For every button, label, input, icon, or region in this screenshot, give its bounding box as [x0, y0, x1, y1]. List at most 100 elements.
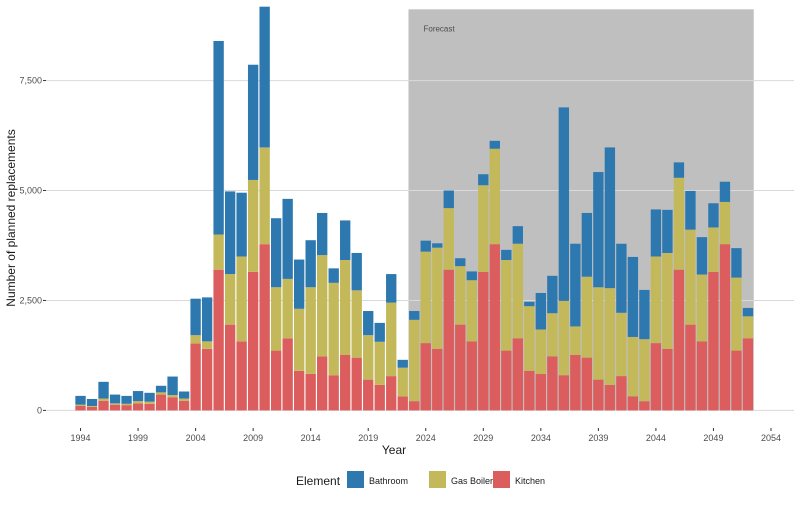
- bar-bathroom: [593, 172, 604, 288]
- bar-kitchen: [374, 384, 385, 411]
- bar-kitchen: [639, 401, 650, 411]
- bar-gas-boiler: [247, 179, 259, 272]
- bar-bathroom: [109, 394, 121, 404]
- bar-gas-boiler: [109, 403, 121, 405]
- y-tick-label: 2,500: [19, 295, 42, 305]
- x-tick-label: 2024: [416, 433, 436, 443]
- bar-kitchen: [397, 396, 408, 411]
- legend-key-bathroom: [347, 471, 364, 488]
- bar-kitchen: [351, 357, 362, 411]
- bar-gas-boiler: [604, 288, 616, 385]
- bar-gas-boiler: [155, 392, 167, 395]
- bar-bathroom: [420, 240, 431, 252]
- bar-bathroom: [178, 391, 190, 399]
- x-tick-label: 2014: [301, 433, 321, 443]
- bar-kitchen: [167, 397, 178, 411]
- bar-gas-boiler: [270, 287, 282, 351]
- bar-bathroom: [190, 298, 201, 336]
- bar-kitchen: [731, 350, 742, 411]
- x-tick-label: 1999: [128, 433, 148, 443]
- bar-kitchen: [512, 338, 523, 411]
- bar-kitchen: [455, 324, 466, 411]
- bar-bathroom: [144, 392, 155, 402]
- x-tick-label: 2029: [473, 433, 493, 443]
- bar-gas-boiler: [374, 341, 385, 385]
- bar-gas-boiler: [547, 313, 558, 357]
- bar-gas-boiler: [478, 185, 489, 272]
- x-tick-label: 1994: [71, 433, 91, 443]
- bar-kitchen: [121, 405, 132, 411]
- bar-kitchen: [282, 338, 293, 411]
- bar-kitchen: [466, 341, 477, 411]
- bar-kitchen: [293, 370, 305, 411]
- bar-kitchen: [109, 404, 121, 411]
- bar-bathroom: [524, 301, 535, 307]
- bar-bathroom: [581, 212, 593, 277]
- bar-bathroom: [570, 243, 581, 327]
- bar-gas-boiler: [742, 316, 754, 339]
- legend-label-bathroom: Bathroom: [369, 476, 408, 486]
- bar-bathroom: [409, 311, 420, 320]
- x-axis-title: Year: [382, 443, 406, 457]
- bar-bathroom: [305, 240, 316, 288]
- bar-gas-boiler: [432, 247, 443, 349]
- bar-gas-boiler: [558, 300, 570, 376]
- bar-kitchen: [236, 341, 247, 411]
- bar-bathroom: [443, 190, 454, 209]
- bar-kitchen: [317, 356, 328, 411]
- bar-gas-boiler: [581, 276, 593, 358]
- bar-gas-boiler: [639, 339, 650, 402]
- bar-bathroom: [432, 243, 443, 248]
- legend-key-kitchen: [493, 471, 510, 488]
- bar-kitchen: [593, 379, 604, 411]
- bar-bathroom: [708, 203, 719, 228]
- bar-gas-boiler: [236, 256, 247, 342]
- bar-bathroom: [535, 292, 547, 330]
- bar-gas-boiler: [420, 251, 431, 344]
- legend-label-gas-boiler: Gas Boiler: [451, 476, 493, 486]
- bar-gas-boiler: [86, 406, 98, 407]
- bar-bathroom: [86, 398, 98, 407]
- bar-bathroom: [685, 190, 696, 230]
- bar-gas-boiler: [501, 260, 512, 351]
- legend-title: Element: [296, 474, 341, 488]
- bar-gas-boiler: [201, 341, 213, 349]
- x-tick-label: 2054: [761, 433, 781, 443]
- y-tick-label: 7,500: [19, 76, 42, 86]
- bar-kitchen: [386, 376, 397, 411]
- x-tick-label: 2034: [531, 433, 551, 443]
- bar-gas-boiler: [340, 260, 351, 355]
- bar-bathroom: [132, 391, 144, 402]
- bar-bathroom: [259, 6, 270, 148]
- y-axis-title: Number of planned replacements: [4, 129, 18, 306]
- x-tick-label: 2019: [358, 433, 378, 443]
- bar-bathroom: [167, 376, 178, 396]
- bar-gas-boiler: [293, 308, 305, 371]
- x-tick-label: 2004: [186, 433, 206, 443]
- bar-kitchen: [581, 357, 593, 411]
- bar-gas-boiler: [178, 398, 190, 401]
- bar-kitchen: [535, 373, 547, 411]
- bar-bathroom: [270, 218, 282, 288]
- bar-bathroom: [293, 259, 305, 309]
- bar-gas-boiler: [719, 201, 731, 245]
- bar-bathroom: [397, 359, 408, 368]
- bar-kitchen: [305, 373, 316, 411]
- bar-gas-boiler: [386, 302, 397, 377]
- bar-gas-boiler: [512, 243, 523, 339]
- bar-kitchen: [328, 375, 339, 411]
- bar-gas-boiler: [650, 256, 662, 344]
- bar-gas-boiler: [282, 278, 293, 339]
- bar-gas-boiler: [351, 290, 362, 358]
- bar-gas-boiler: [259, 147, 270, 245]
- bar-gas-boiler: [98, 398, 109, 401]
- x-tick-label: 2009: [243, 433, 263, 443]
- bar-bathroom: [489, 140, 500, 149]
- bar-gas-boiler: [708, 227, 719, 272]
- bar-bathroom: [478, 174, 489, 186]
- bar-gas-boiler: [75, 404, 86, 407]
- bar-kitchen: [224, 324, 236, 411]
- bar-kitchen: [155, 394, 167, 411]
- bar-bathroom: [466, 271, 477, 281]
